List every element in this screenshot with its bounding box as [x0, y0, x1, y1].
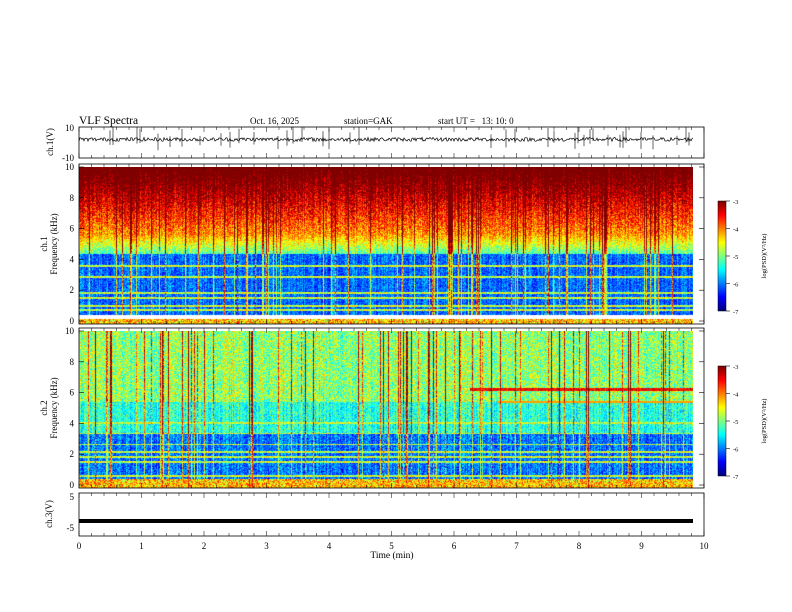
x-tick-label: 9	[639, 541, 644, 551]
ch2-spectrogram-yticks: 0 2 4 6 8 10	[65, 326, 704, 490]
ch1-waveform-trace	[78, 136, 694, 143]
frequency-tick-label: 4	[70, 254, 75, 264]
ch3-waveform-frame	[78, 492, 705, 537]
frequency-tick-label: 8	[70, 193, 75, 203]
ch1-spectrogram-ylabel-channel: ch.1	[39, 236, 49, 251]
colorbar-tick-label: -3	[733, 364, 738, 371]
colorbar-tick-label: -6	[733, 282, 739, 289]
ch1-spectrogram-image	[79, 167, 693, 324]
start-ut-label: start UT = 13: 10: 0	[438, 116, 514, 126]
ch1-waveform-panel: 10 -10 ch.1(V)	[45, 123, 705, 163]
ch3-waveform-panel: 5 -5 ch.3(V)	[44, 492, 705, 537]
colorbar-tick-label: -5	[733, 419, 738, 426]
ch3-ytick-top: 5	[70, 492, 75, 502]
frequency-tick-label: 10	[65, 326, 75, 336]
x-tick-label: 6	[452, 541, 457, 551]
ch1-ytick-top: 10	[65, 123, 75, 133]
frequency-tick-label: 6	[70, 224, 75, 234]
ch2-colorbar-label: log(PSD)(V²/Hz)	[761, 399, 768, 444]
x-tick-labels: 0 1 2 3 4 5 6 7 8 9 10	[77, 541, 709, 551]
ch3-ytick-bottom: -5	[67, 523, 75, 533]
ch1-ytick-bottom: -10	[62, 153, 74, 163]
ch2-spectrogram-panel: 0 2 4 6 8 10 ch.2 Frequency (kHz)	[39, 326, 705, 490]
ch1-ylabel: ch.1(V)	[45, 128, 55, 156]
ch1-colorbar: -3 -4 -5 -6 -7 log(PSD)(V²/Hz)	[717, 199, 768, 316]
x-tick-label: 3	[264, 541, 269, 551]
ch1-colorbar-gradient	[718, 201, 726, 311]
frequency-tick-label: 6	[70, 388, 75, 398]
x-tick-label: 2	[202, 541, 207, 551]
x-tick-label: 8	[577, 541, 582, 551]
ch1-colorbar-label: log(PSD)(V²/Hz)	[761, 234, 768, 279]
ch2-spectrogram-image	[79, 331, 693, 488]
colorbar-tick-label: -6	[733, 447, 739, 454]
frequency-tick-label: 2	[70, 449, 75, 459]
x-tick-label: 0	[77, 541, 82, 551]
figure-title: VLF Spectra	[79, 115, 138, 127]
ch1-spectrogram-ylabel-frequency: Frequency (kHz)	[49, 213, 59, 274]
x-tick-label: 4	[327, 541, 332, 551]
x-tick-label: 1	[139, 541, 144, 551]
x-tick-label: 10	[700, 541, 710, 551]
ch3-ylabel: ch.3(V)	[44, 500, 54, 528]
ch1-waveform-spikes	[109, 127, 690, 151]
ch1-spectrogram-panel: 0 2 4 6 8 10 ch.1 Frequency (kHz)	[39, 162, 705, 326]
frequency-tick-label: 4	[70, 418, 75, 428]
colorbar-tick-label: -7	[733, 474, 739, 481]
ch2-colorbar-ticks: -3 -4 -5 -6 -7	[726, 364, 739, 481]
frequency-tick-label: 10	[65, 162, 75, 172]
ch3-waveform-trace	[79, 519, 693, 523]
frequency-tick-label: 2	[70, 285, 75, 295]
colorbar-tick-label: -5	[733, 254, 738, 261]
ch1-spectrogram-yticks: 0 2 4 6 8 10	[65, 162, 704, 326]
date-label: Oct. 16, 2025	[250, 116, 299, 126]
ch1-colorbar-ticks: -3 -4 -5 -6 -7	[726, 199, 739, 316]
ch2-colorbar-gradient	[718, 366, 726, 476]
colorbar-tick-label: -3	[733, 199, 738, 206]
ch2-colorbar: -3 -4 -5 -6 -7 log(PSD)(V²/Hz)	[717, 364, 768, 481]
ch2-spectrogram-ylabel-frequency: Frequency (kHz)	[49, 377, 59, 438]
colorbar-tick-label: -4	[733, 227, 739, 234]
x-minor-ticks	[78, 127, 705, 536]
ch2-spectrogram-ylabel-channel: ch.2	[39, 400, 49, 415]
colorbar-tick-label: -4	[733, 392, 739, 399]
x-tick-label: 5	[389, 541, 394, 551]
station-label: station=GAK	[344, 116, 393, 126]
frequency-tick-label: 0	[70, 316, 75, 326]
colorbar-tick-label: -7	[733, 309, 739, 316]
x-tick-label: 7	[514, 541, 519, 551]
frequency-tick-label: 0	[70, 480, 75, 490]
ch1-waveform-frame	[78, 126, 705, 159]
x-axis-label: Time (min)	[370, 550, 413, 561]
frequency-tick-label: 8	[70, 357, 75, 367]
